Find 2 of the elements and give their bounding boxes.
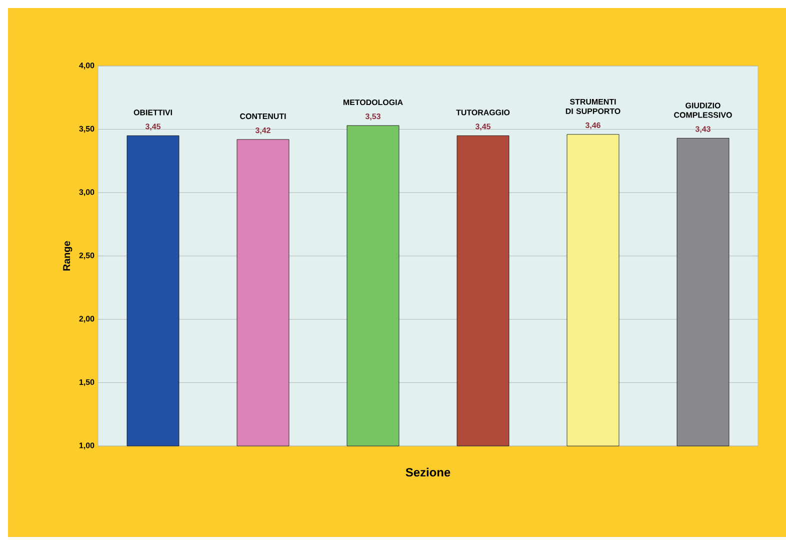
y-axis-title: Range	[63, 241, 72, 271]
x-axis-title: Sezione	[406, 468, 450, 477]
